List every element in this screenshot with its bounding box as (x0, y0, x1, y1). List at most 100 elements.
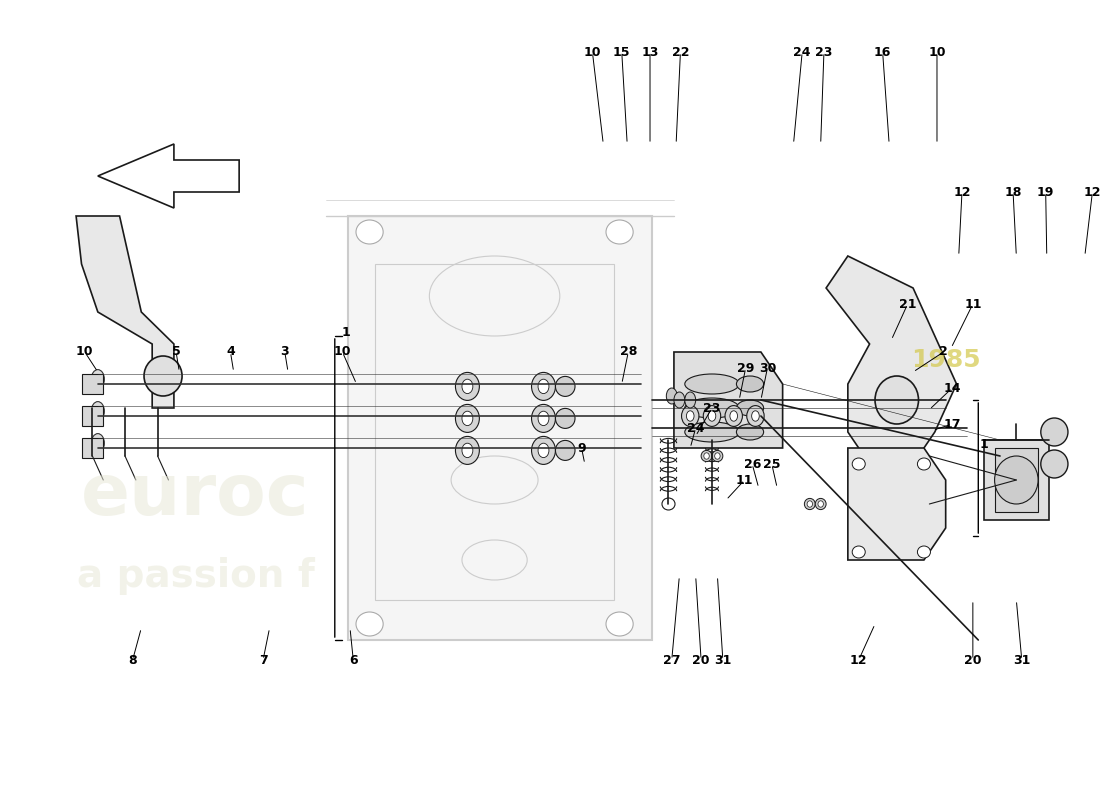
Ellipse shape (815, 498, 826, 510)
Text: 11: 11 (964, 298, 981, 310)
Bar (375, 264, 614, 600)
Bar (81, 374, 103, 394)
Text: 11: 11 (736, 474, 754, 486)
Polygon shape (348, 216, 652, 640)
Text: 12: 12 (954, 186, 970, 198)
Text: 24: 24 (793, 46, 811, 58)
Text: 1: 1 (341, 326, 350, 338)
Ellipse shape (455, 405, 480, 432)
Text: 16: 16 (873, 46, 891, 58)
Ellipse shape (736, 400, 763, 416)
Text: 31: 31 (714, 654, 732, 666)
Ellipse shape (818, 501, 824, 507)
Ellipse shape (1041, 418, 1068, 446)
Ellipse shape (538, 411, 549, 426)
Polygon shape (826, 256, 957, 464)
Ellipse shape (712, 450, 723, 462)
Ellipse shape (852, 546, 866, 558)
Text: 22: 22 (672, 46, 690, 58)
Bar (81, 406, 103, 426)
Ellipse shape (701, 450, 712, 462)
Ellipse shape (462, 379, 473, 394)
Ellipse shape (667, 388, 678, 404)
Polygon shape (76, 216, 174, 408)
Ellipse shape (144, 356, 183, 396)
Ellipse shape (556, 408, 575, 429)
Ellipse shape (736, 424, 763, 440)
Ellipse shape (747, 406, 764, 426)
Ellipse shape (730, 411, 737, 421)
Text: 27: 27 (663, 654, 681, 666)
Ellipse shape (356, 220, 383, 244)
Text: 13: 13 (641, 46, 659, 58)
Ellipse shape (704, 453, 710, 459)
Text: a passion f: a passion f (77, 557, 315, 595)
Text: 28: 28 (619, 346, 637, 358)
Text: 7: 7 (258, 654, 267, 666)
Ellipse shape (91, 434, 104, 453)
Text: 10: 10 (584, 46, 602, 58)
Text: 20: 20 (692, 654, 710, 666)
Ellipse shape (538, 443, 549, 458)
Bar (994, 448, 1038, 512)
Ellipse shape (91, 402, 104, 421)
Ellipse shape (751, 411, 759, 421)
Text: 26: 26 (744, 458, 761, 470)
Text: 8: 8 (129, 654, 136, 666)
Polygon shape (98, 144, 239, 208)
Ellipse shape (703, 406, 720, 426)
Ellipse shape (462, 411, 473, 426)
Bar (983, 440, 1049, 520)
Ellipse shape (804, 498, 815, 510)
Ellipse shape (686, 411, 694, 421)
Ellipse shape (531, 372, 556, 401)
Text: 15: 15 (613, 46, 630, 58)
Ellipse shape (715, 453, 720, 459)
Text: 6: 6 (349, 654, 358, 666)
Ellipse shape (994, 456, 1038, 504)
Text: 2: 2 (939, 346, 948, 358)
Ellipse shape (917, 458, 931, 470)
Ellipse shape (685, 398, 739, 418)
Ellipse shape (1041, 450, 1068, 478)
Text: 4: 4 (227, 346, 234, 358)
Polygon shape (848, 448, 946, 560)
Text: 18: 18 (1004, 186, 1022, 198)
Ellipse shape (685, 374, 739, 394)
Ellipse shape (917, 546, 931, 558)
Text: 23: 23 (815, 46, 833, 58)
Text: 19: 19 (1037, 186, 1055, 198)
Polygon shape (674, 352, 782, 448)
Text: 12: 12 (850, 654, 868, 666)
Ellipse shape (606, 612, 634, 636)
Text: 5: 5 (172, 346, 180, 358)
Text: 12: 12 (1084, 186, 1100, 198)
Ellipse shape (455, 437, 480, 464)
Ellipse shape (725, 406, 742, 426)
Text: 10: 10 (333, 346, 351, 358)
Ellipse shape (356, 612, 383, 636)
Ellipse shape (455, 372, 480, 401)
Bar (81, 438, 103, 458)
Text: 10: 10 (76, 346, 94, 358)
Text: 30: 30 (759, 362, 777, 374)
Ellipse shape (531, 405, 556, 432)
Ellipse shape (556, 440, 575, 460)
Ellipse shape (852, 458, 866, 470)
Ellipse shape (91, 370, 104, 389)
Text: euroc: euroc (81, 462, 310, 530)
Text: 25: 25 (763, 458, 781, 470)
Text: 23: 23 (703, 402, 720, 414)
Text: 24: 24 (686, 422, 704, 434)
Text: 1985: 1985 (911, 348, 980, 372)
Text: 31: 31 (1013, 654, 1031, 666)
Ellipse shape (874, 376, 918, 424)
Text: 10: 10 (928, 46, 946, 58)
Text: 1: 1 (979, 438, 988, 450)
Text: 3: 3 (280, 346, 289, 358)
Ellipse shape (538, 379, 549, 394)
Ellipse shape (807, 501, 813, 507)
Text: 29: 29 (737, 362, 755, 374)
Ellipse shape (531, 437, 556, 464)
Ellipse shape (674, 392, 685, 408)
